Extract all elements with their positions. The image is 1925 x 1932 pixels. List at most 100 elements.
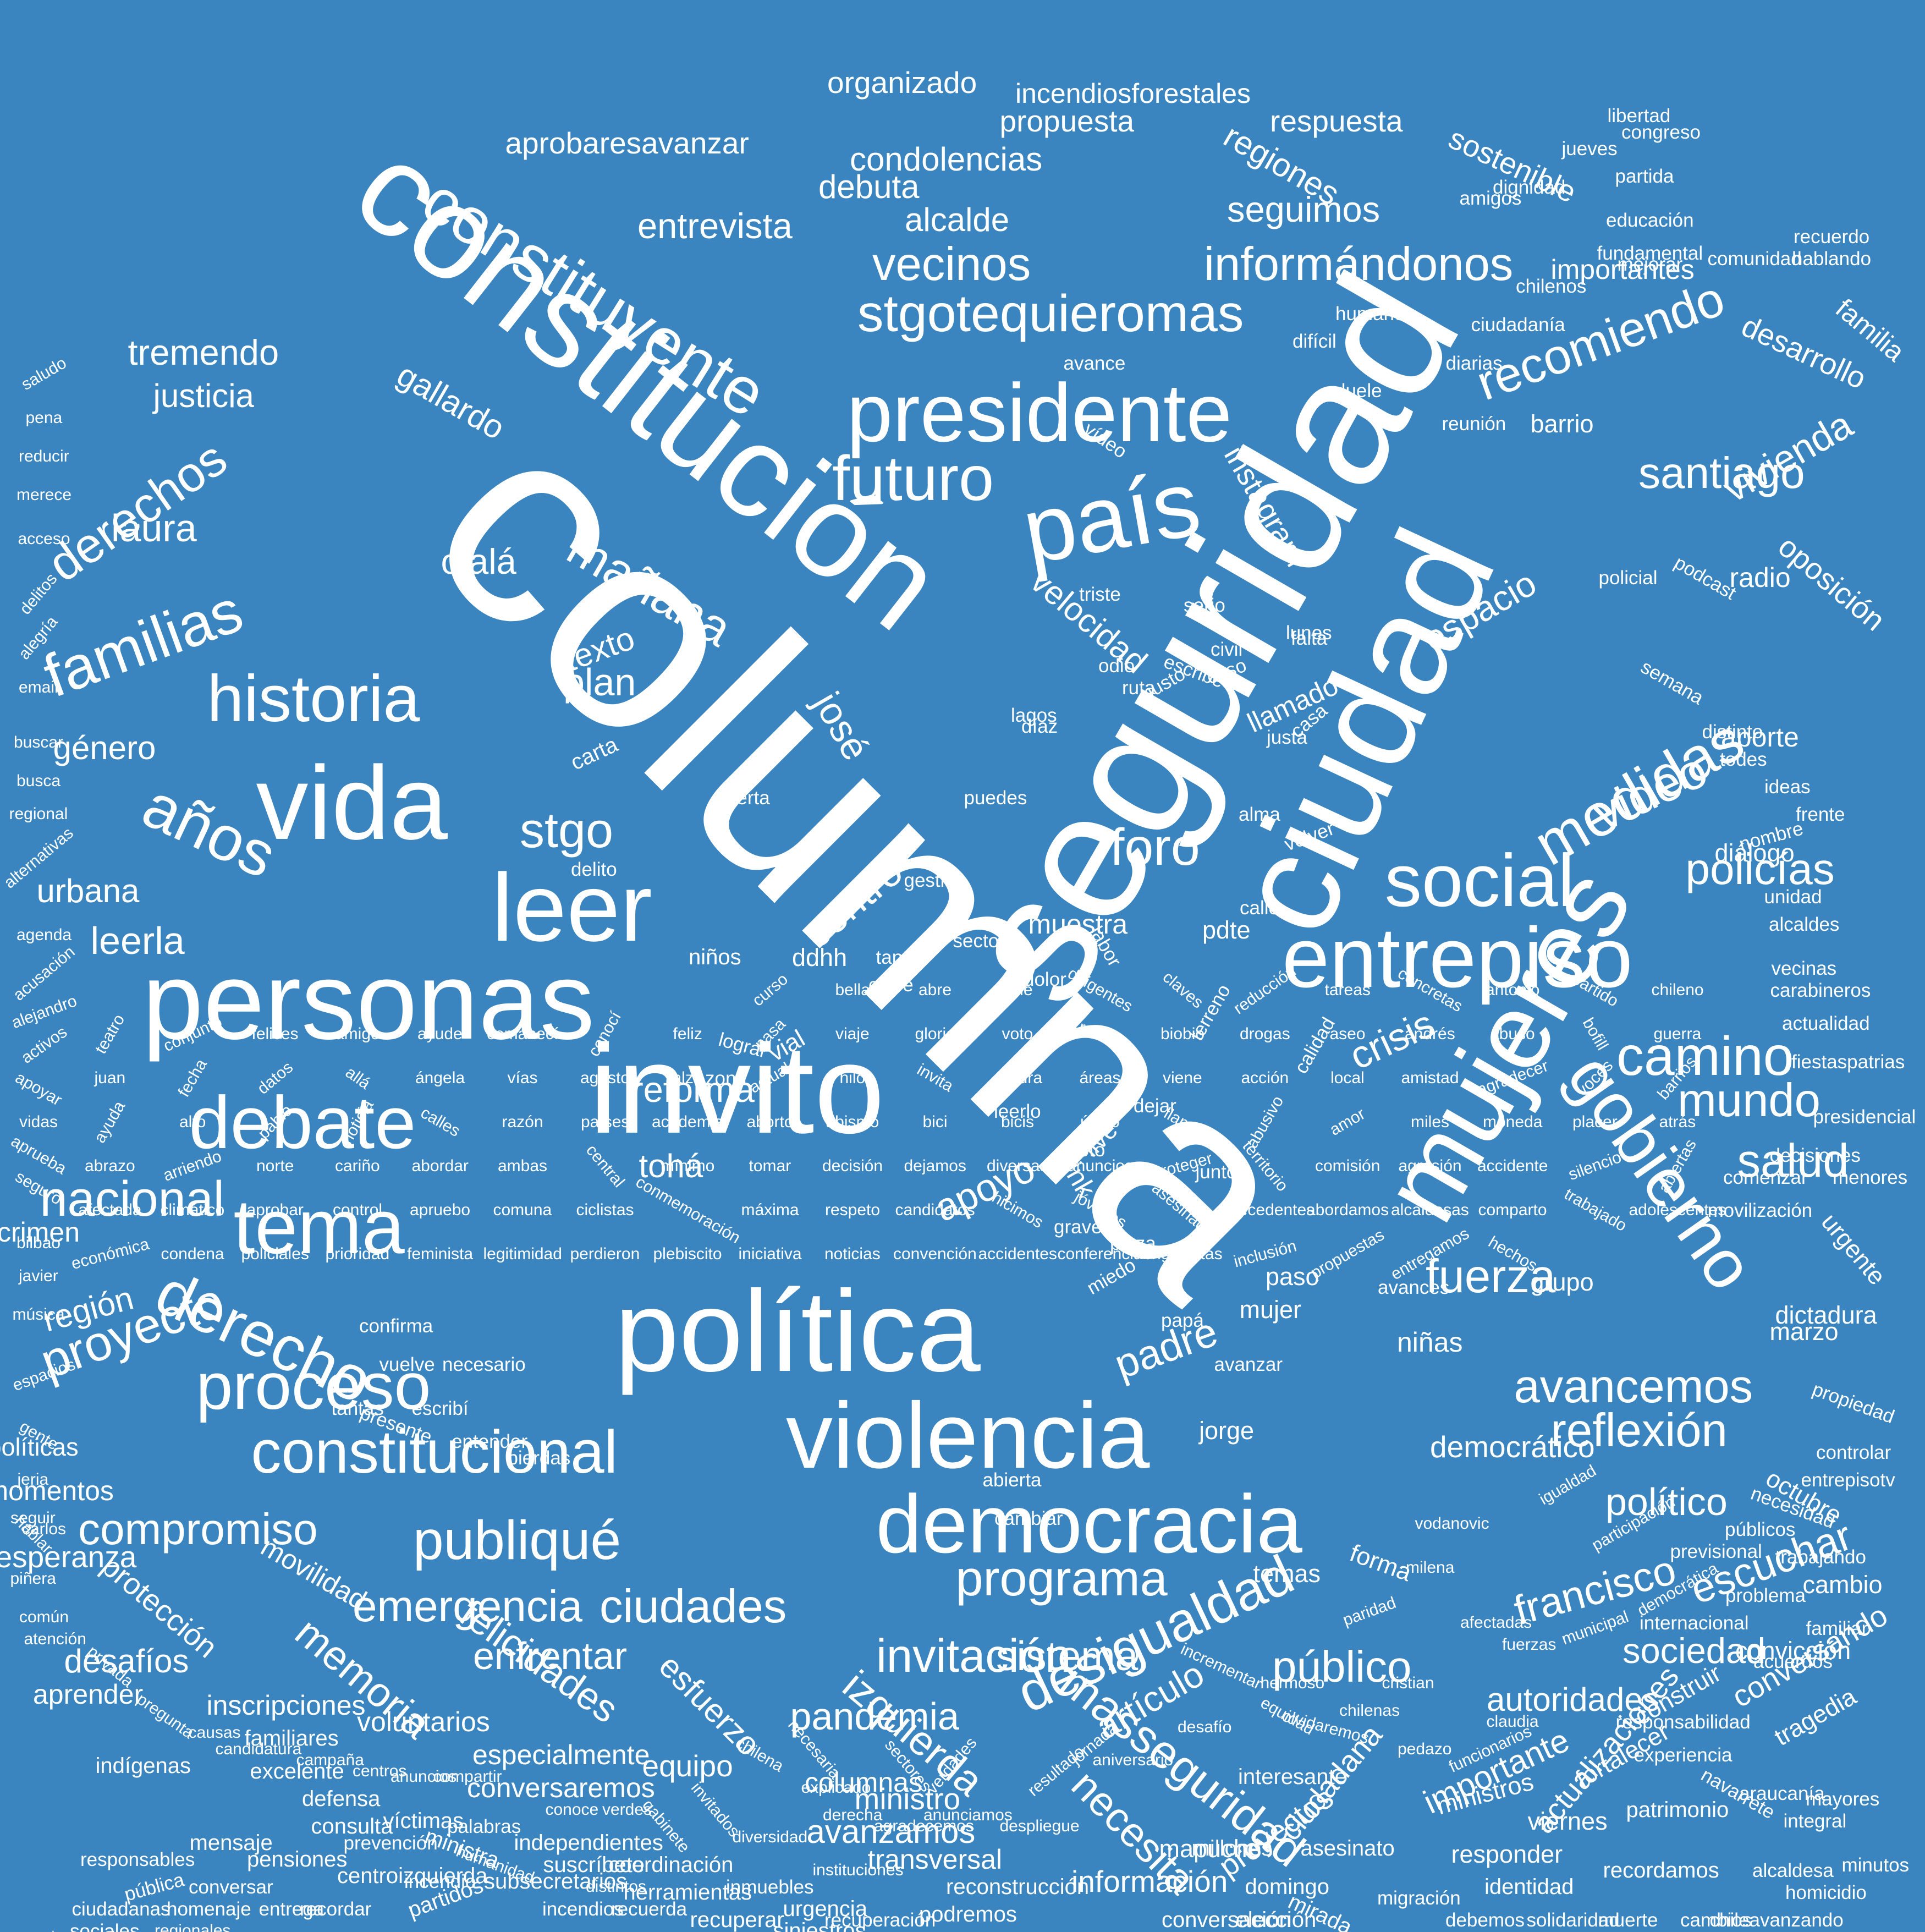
cloud-word: voluntarios: [357, 1706, 490, 1737]
cloud-word: dignidad: [1493, 176, 1566, 198]
cloud-word: aporte: [1721, 722, 1799, 753]
cloud-word: incendios: [542, 1898, 624, 1920]
cloud-word: merece: [16, 486, 72, 504]
cloud-word: recuerda: [611, 1898, 688, 1920]
cloud-word: alma: [1239, 803, 1280, 825]
cloud-word: stgotequieromas: [857, 284, 1244, 343]
cloud-word: elección: [1235, 1908, 1317, 1932]
cloud-word: abordar: [411, 1157, 469, 1175]
cloud-word: sociedad: [1623, 1630, 1766, 1671]
cloud-word: apruebo: [410, 1201, 471, 1219]
cloud-word: avanzar: [1214, 1353, 1283, 1375]
cloud-word: convención: [893, 1245, 977, 1263]
cloud-word: todes: [1720, 748, 1767, 770]
cloud-word: bilbao: [16, 1234, 61, 1252]
cloud-word: claudia: [1486, 1713, 1539, 1731]
cloud-word: música: [12, 1305, 65, 1324]
cloud-word: sistema: [996, 1632, 1138, 1679]
cloud-word: tomar: [749, 1157, 791, 1175]
cloud-word: suscríbete: [543, 1853, 645, 1877]
cloud-word: verdes: [602, 1801, 652, 1819]
cloud-word: acuerdos: [1753, 1650, 1833, 1672]
cloud-word: respuesta: [1270, 103, 1403, 138]
cloud-word: reconstrucción: [946, 1875, 1090, 1899]
cloud-word: ojalá: [441, 541, 516, 581]
cloud-word: abre: [919, 981, 952, 999]
cloud-word: niñas: [1397, 1327, 1463, 1358]
cloud-word: mejorar: [1617, 253, 1683, 275]
cloud-word: proceso: [196, 1349, 431, 1423]
cloud-word: transversal: [867, 1844, 1003, 1875]
cloud-word: laura: [111, 507, 197, 550]
cloud-word: teatro: [91, 1011, 128, 1057]
cloud-word: respeto: [825, 1201, 881, 1219]
cloud-word: avance: [1063, 352, 1126, 374]
cloud-word: millones: [1191, 1836, 1273, 1860]
cloud-word: dejamos: [904, 1157, 966, 1175]
cloud-word: sector: [953, 930, 1005, 952]
cloud-word: cultura: [993, 1069, 1043, 1087]
cloud-word: fuerzas: [1502, 1635, 1557, 1654]
cloud-word: temas: [1253, 1559, 1321, 1588]
cloud-word: paridad: [1340, 1593, 1399, 1630]
cloud-word: coordinación: [608, 1853, 734, 1877]
cloud-word: viene: [1163, 1069, 1202, 1087]
cloud-word: falta: [1291, 627, 1328, 649]
cloud-word: importantes: [1550, 254, 1695, 285]
cloud-word: civil: [1211, 638, 1243, 660]
cloud-word: paso: [1266, 1262, 1319, 1291]
cloud-word: podcast: [1670, 551, 1740, 604]
cloud-word: acción: [1241, 1069, 1289, 1087]
cloud-word: jorge: [1199, 1416, 1255, 1445]
cloud-word: dictadura: [1775, 1300, 1877, 1329]
cloud-word: vida: [256, 745, 448, 861]
cloud-word: información: [1071, 1864, 1228, 1898]
cloud-word: hilo: [839, 1069, 866, 1087]
cloud-word: debuta: [818, 168, 920, 205]
cloud-word: programa: [955, 1551, 1168, 1606]
cloud-word: alcaldesa: [1752, 1859, 1834, 1881]
cloud-word: conferencia: [1057, 1245, 1143, 1263]
cloud-word: tareas: [1324, 981, 1371, 999]
cloud-word: vecinos: [872, 238, 1031, 290]
cloud-word: grave: [1054, 1216, 1102, 1238]
cloud-word: agosto: [580, 1069, 630, 1087]
cloud-word: delito: [571, 858, 617, 880]
cloud-word: compromiso: [78, 1505, 318, 1554]
cloud-word: común: [19, 1608, 69, 1626]
cloud-word: viaje: [835, 1025, 870, 1043]
cloud-word: convicción: [1735, 1636, 1851, 1665]
cloud-word: alcaldes: [1769, 913, 1840, 935]
cloud-word: recordamos: [1603, 1858, 1719, 1882]
cloud-word: accidente: [1477, 1157, 1548, 1175]
cloud-word: conversación: [1162, 1908, 1291, 1932]
cloud-word: barrio: [1530, 409, 1594, 438]
cloud-word: congreso: [1621, 121, 1701, 143]
cloud-word: drogas: [1240, 1025, 1290, 1043]
cloud-word: invito: [589, 1018, 885, 1160]
cloud-word: organizado: [827, 65, 977, 100]
cloud-word: público: [1272, 1642, 1412, 1691]
cloud-word: email: [19, 678, 58, 696]
cloud-word: chileno: [1651, 981, 1704, 999]
cloud-word: afectadas: [1460, 1613, 1532, 1632]
cloud-word: comunidad: [1707, 248, 1802, 270]
cloud-word: ciudadanas: [72, 1898, 170, 1920]
cloud-word: género: [53, 729, 156, 766]
cloud-word: avancemos: [1514, 1360, 1753, 1413]
cloud-word: bici: [922, 1113, 948, 1131]
cloud-word: alto: [179, 1113, 206, 1131]
cloud-word: aprender: [33, 1679, 144, 1710]
cloud-word: controlar: [1816, 1441, 1891, 1463]
cloud-word: reducir: [19, 447, 69, 465]
cloud-word: aborto: [746, 1113, 794, 1131]
cloud-word: pena: [25, 409, 63, 427]
cloud-word: atención: [24, 1630, 86, 1648]
cloud-word: razón: [502, 1113, 543, 1131]
cloud-word: candidatos: [895, 1201, 975, 1219]
cloud-word: historia: [207, 662, 420, 736]
cloud-word: jueves: [1561, 138, 1618, 160]
cloud-word: invitación: [876, 1629, 1071, 1682]
cloud-word: afectada: [78, 1201, 142, 1219]
